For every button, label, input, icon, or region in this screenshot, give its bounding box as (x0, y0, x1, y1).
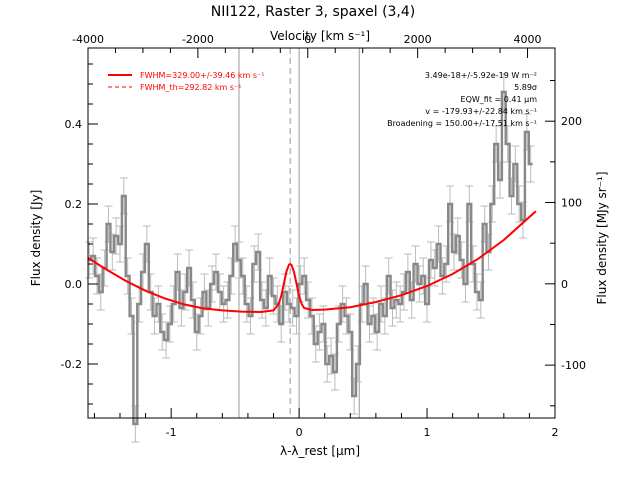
plot-frame (87, 47, 556, 419)
x-tick-label: 1 (424, 426, 431, 439)
top-tick-label: 0 (304, 33, 311, 46)
annotation-flux: 3.49e-18+/-5.92e-19 W m⁻² (425, 71, 537, 80)
y-tick-label: 0.0 (65, 278, 83, 291)
series-spectrum (87, 90, 533, 426)
legend-fwhm: FWHM=329.00+/-39.46 km s⁻¹ (140, 71, 264, 80)
y-tick-label: 0.4 (65, 118, 83, 131)
vertical-guide-lines (238, 48, 360, 418)
right-axis-label: Flux density [MJy sr⁻¹] (595, 171, 609, 304)
right-tick-label: 200 (561, 115, 582, 128)
x-tick-label: -1 (166, 426, 177, 439)
top-tick-label: -4000 (72, 33, 104, 46)
series-layer (87, 90, 537, 426)
right-tick-label: 100 (561, 197, 582, 210)
top-axis-label: Velocity [km s⁻¹] (270, 29, 370, 43)
y-axis-label: Flux density [Jy] (29, 190, 43, 287)
x-axis-label: λ-λ_rest [μm] (280, 444, 360, 458)
y-tick-label: 0.2 (65, 198, 83, 211)
legend-fwhm-th: FWHM_th=292.82 km s⁻¹ (140, 83, 241, 92)
annotations: 3.49e-18+/-5.92e-19 W m⁻² 5.89σ EQW_fit … (387, 71, 537, 128)
right-tick-label: 0 (561, 278, 568, 291)
legend: FWHM=329.00+/-39.46 km s⁻¹ FWHM_th=292.8… (108, 71, 264, 92)
series-fit (87, 210, 537, 314)
annotation-velocity: v = -179.93+/-22.84 km s⁻¹ (425, 107, 537, 116)
top-tick-label: 4000 (514, 33, 542, 46)
x-tick-label: 2 (552, 426, 559, 439)
axes: -1 0 1 2-0.20.00.20.4-4000 -2000 0 2000 4000-10… (61, 33, 586, 439)
top-tick-label: 2000 (404, 33, 432, 46)
y-tick-label: -0.2 (61, 358, 82, 371)
right-tick-label: -100 (561, 359, 586, 372)
annotation-sigma: 5.89σ (514, 83, 537, 92)
annotation-broadening: Broadening = 150.00+/-17.51 km s⁻¹ (387, 119, 537, 128)
annotation-eqw: EQW_fit = 0.41 μm (461, 95, 538, 104)
x-tick-label: 0 (296, 426, 303, 439)
top-tick-label: -2000 (182, 33, 214, 46)
chart-title: NII122, Raster 3, spaxel (3,4) (211, 4, 416, 20)
